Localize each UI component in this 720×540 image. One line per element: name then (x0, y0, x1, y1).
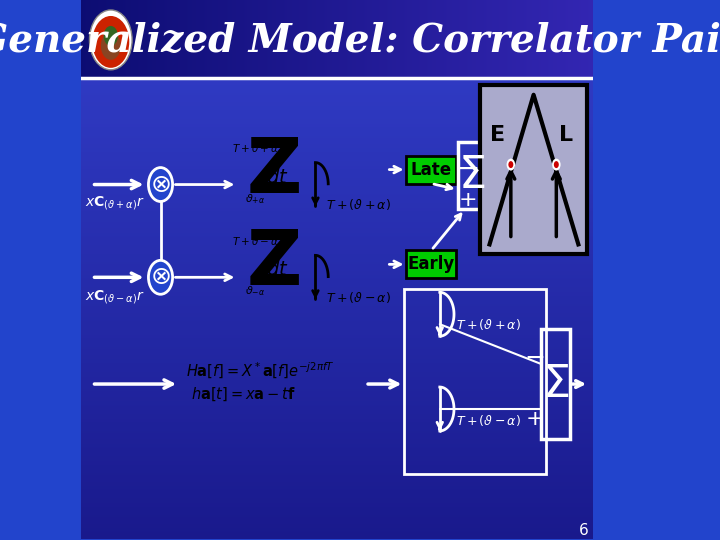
Circle shape (508, 161, 513, 168)
Text: $T + (\vartheta + \alpha)$: $T + (\vartheta + \alpha)$ (456, 316, 521, 332)
Text: $dt$: $dt$ (266, 260, 288, 279)
Text: $x\mathbf{C}_{(\vartheta-\alpha)}r$: $x\mathbf{C}_{(\vartheta-\alpha)}r$ (85, 288, 145, 306)
Text: $-$: $-$ (456, 153, 478, 181)
Text: $\vartheta_{-\alpha}$: $\vartheta_{-\alpha}$ (245, 285, 265, 298)
Text: $+$: $+$ (525, 409, 544, 429)
Text: $dt$: $dt$ (266, 168, 288, 187)
Text: $-$: $-$ (524, 345, 544, 369)
Bar (541, 329, 570, 439)
Circle shape (148, 167, 173, 201)
Circle shape (148, 260, 173, 294)
Circle shape (104, 26, 118, 46)
Text: $T+(\vartheta-\alpha)$: $T+(\vartheta-\alpha)$ (326, 290, 391, 305)
Text: $T + (\vartheta - \alpha)$: $T + (\vartheta - \alpha)$ (456, 414, 521, 428)
Text: $\otimes$: $\otimes$ (150, 265, 171, 289)
Bar (406, 156, 456, 184)
Text: $\vartheta_{+\alpha}$: $\vartheta_{+\alpha}$ (245, 193, 265, 206)
Text: Early: Early (408, 255, 455, 273)
Text: $\mathbf{Z}$: $\mathbf{Z}$ (246, 227, 300, 301)
Text: $T+\vartheta-\alpha$: $T+\vartheta-\alpha$ (232, 235, 279, 247)
Circle shape (554, 161, 559, 168)
Bar (406, 251, 456, 278)
Text: Late: Late (410, 160, 452, 179)
Text: 6: 6 (578, 523, 588, 538)
Text: $x\mathbf{C}_{(\vartheta+\alpha)}r$: $x\mathbf{C}_{(\vartheta+\alpha)}r$ (85, 194, 145, 213)
Text: $H\mathbf{a}[f] = X^*\mathbf{a}[f]e^{-j2\pi fT}$: $H\mathbf{a}[f] = X^*\mathbf{a}[f]e^{-j2… (186, 361, 335, 381)
Text: $\mathbf{Z}$: $\mathbf{Z}$ (246, 134, 300, 208)
Text: E: E (490, 125, 505, 145)
Text: $\Sigma$: $\Sigma$ (542, 362, 570, 406)
Bar (457, 141, 486, 210)
Bar (404, 289, 546, 474)
Text: $\Sigma$: $\Sigma$ (458, 154, 485, 197)
Text: $T+(\vartheta+\alpha)$: $T+(\vartheta+\alpha)$ (326, 197, 391, 212)
Text: $T+\vartheta+\alpha$: $T+\vartheta+\alpha$ (232, 141, 279, 154)
Circle shape (552, 159, 561, 171)
Text: $h\mathbf{a}[t] = x\mathbf{a} - t\mathbf{f}$: $h\mathbf{a}[t] = x\mathbf{a} - t\mathbf… (191, 386, 296, 403)
Circle shape (89, 10, 132, 70)
Bar (81, 0, 593, 78)
Circle shape (101, 32, 121, 60)
Circle shape (507, 159, 515, 171)
Circle shape (92, 16, 130, 68)
Bar (480, 85, 587, 254)
Text: $+$: $+$ (458, 190, 476, 210)
Text: Generalized Model: Correlator Pair: Generalized Model: Correlator Pair (0, 22, 720, 60)
Text: $\otimes$: $\otimes$ (150, 173, 171, 197)
Text: L: L (559, 125, 573, 145)
